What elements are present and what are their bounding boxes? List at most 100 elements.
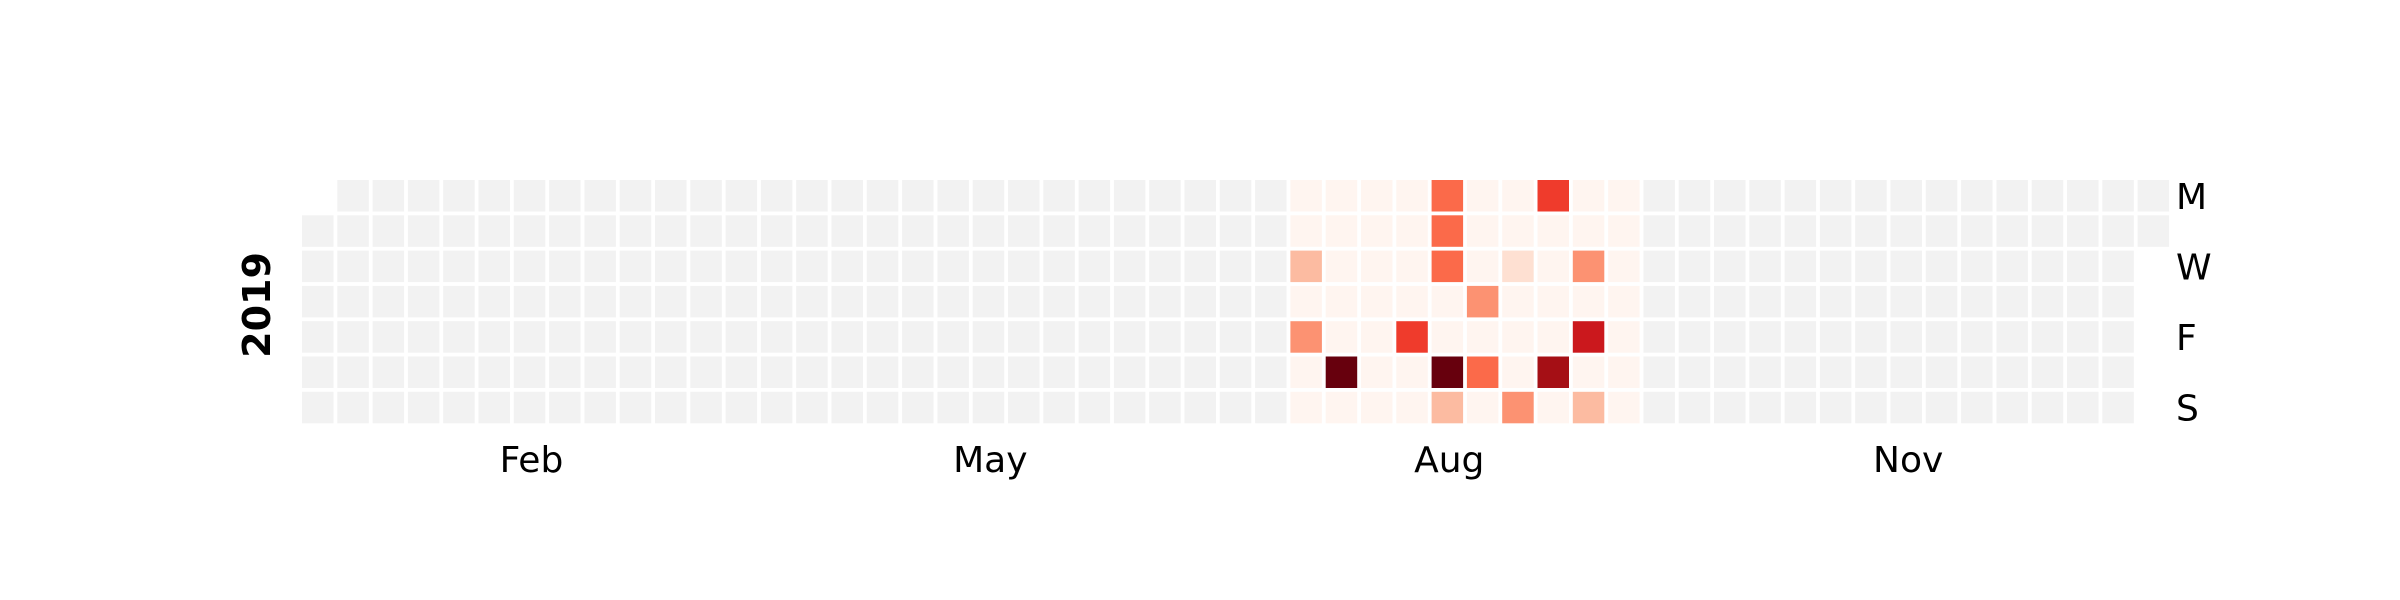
heatmap-cell <box>1290 285 1322 318</box>
heatmap-cell <box>725 215 758 247</box>
heatmap-cell <box>302 321 334 353</box>
heatmap-cell <box>1608 285 1640 318</box>
heatmap-cell <box>1678 285 1711 318</box>
heatmap-cell <box>1184 250 1216 283</box>
heatmap-cell <box>1608 250 1640 283</box>
heatmap-cell <box>937 285 969 318</box>
heatmap-cell <box>902 215 934 247</box>
heatmap-cell <box>1431 180 1464 212</box>
heatmap-cell <box>407 356 440 388</box>
heatmap-cell <box>972 215 1005 247</box>
heatmap-cell <box>1113 180 1146 212</box>
heatmap-cell <box>1043 391 1075 424</box>
month-label: May <box>953 440 1027 481</box>
heatmap-cell <box>866 180 899 212</box>
heatmap-cell <box>655 321 687 353</box>
heatmap-cell <box>478 250 510 283</box>
heatmap-cell <box>1502 180 1534 212</box>
heatmap-cell <box>972 180 1005 212</box>
heatmap-cell <box>831 180 863 212</box>
heatmap-cell <box>1290 215 1322 247</box>
heatmap-cell <box>902 356 934 388</box>
heatmap-cell <box>1855 215 1887 247</box>
heatmap-cell <box>1008 250 1040 283</box>
heatmap-cell <box>1714 356 1746 388</box>
heatmap-cell <box>1925 180 1958 212</box>
heatmap-cell <box>1572 250 1605 283</box>
heatmap-cell <box>937 180 969 212</box>
heatmap-cell <box>1184 285 1216 318</box>
heatmap-cell <box>760 356 793 388</box>
heatmap-cell <box>760 321 793 353</box>
heatmap-cell <box>372 321 405 353</box>
heatmap-cell <box>655 285 687 318</box>
heatmap-cell <box>478 356 510 388</box>
heatmap-cell <box>549 391 581 424</box>
heatmap-cell <box>1219 321 1252 353</box>
heatmap-cell <box>1255 285 1287 318</box>
heatmap-cell <box>1714 321 1746 353</box>
heatmap-cell <box>584 285 616 318</box>
heatmap-cell <box>1361 356 1393 388</box>
heatmap-cell <box>831 285 863 318</box>
heatmap-cell <box>337 391 369 424</box>
heatmap-cell <box>407 180 440 212</box>
heatmap-cell <box>866 250 899 283</box>
heatmap-cell <box>549 285 581 318</box>
heatmap-cell <box>690 391 722 424</box>
heatmap-cell <box>302 356 334 388</box>
heatmap-cell <box>2031 356 2064 388</box>
heatmap-cell <box>866 356 899 388</box>
heatmap-cell <box>1184 356 1216 388</box>
heatmap-cell <box>619 285 652 318</box>
heatmap-cell <box>1819 180 1852 212</box>
heatmap-cell <box>1714 285 1746 318</box>
heatmap-cell <box>1255 391 1287 424</box>
heatmap-cell <box>584 356 616 388</box>
heatmap-cell <box>513 285 546 318</box>
heatmap-cell <box>1361 391 1393 424</box>
heatmap-cell <box>1502 356 1534 388</box>
heatmap-cell <box>1996 180 2028 212</box>
heatmap-cell <box>1643 285 1675 318</box>
heatmap-cell <box>443 250 475 283</box>
heatmap-cell <box>1219 356 1252 388</box>
heatmap-cell <box>866 321 899 353</box>
day-label: W <box>2176 247 2212 288</box>
heatmap-cell <box>1078 180 1111 212</box>
heatmap-cell <box>1819 321 1852 353</box>
heatmap-cell <box>1502 250 1534 283</box>
heatmap-cell <box>1572 391 1605 424</box>
heatmap-cell <box>1466 180 1499 212</box>
heatmap-cell <box>1466 285 1499 318</box>
month-label: Feb <box>500 440 564 481</box>
heatmap-cell <box>1113 321 1146 353</box>
heatmap-cell <box>1043 321 1075 353</box>
heatmap-cell <box>1361 215 1393 247</box>
heatmap-cell <box>972 321 1005 353</box>
heatmap-cell <box>407 391 440 424</box>
heatmap-cell <box>796 391 828 424</box>
heatmap-cell <box>902 321 934 353</box>
heatmap-cell <box>1537 321 1569 353</box>
heatmap-cell <box>1184 215 1216 247</box>
heatmap-cell <box>1149 391 1181 424</box>
heatmap-cell <box>1255 356 1287 388</box>
heatmap-cell <box>1396 180 1428 212</box>
heatmap-cell <box>337 250 369 283</box>
heatmap-cell <box>1961 321 1993 353</box>
heatmap-cell <box>549 356 581 388</box>
heatmap-cell <box>1043 180 1075 212</box>
heatmap-cell <box>2067 180 2099 212</box>
heatmap-cell <box>513 215 546 247</box>
heatmap-cell <box>1396 391 1428 424</box>
heatmap-cell <box>302 250 334 283</box>
heatmap-cell <box>1749 180 1781 212</box>
heatmap-cell <box>1431 285 1464 318</box>
heatmap-cell <box>690 321 722 353</box>
heatmap-cell <box>1008 285 1040 318</box>
heatmap-cell <box>1361 321 1393 353</box>
heatmap-cell <box>1749 250 1781 283</box>
heatmap-cell <box>1502 215 1534 247</box>
